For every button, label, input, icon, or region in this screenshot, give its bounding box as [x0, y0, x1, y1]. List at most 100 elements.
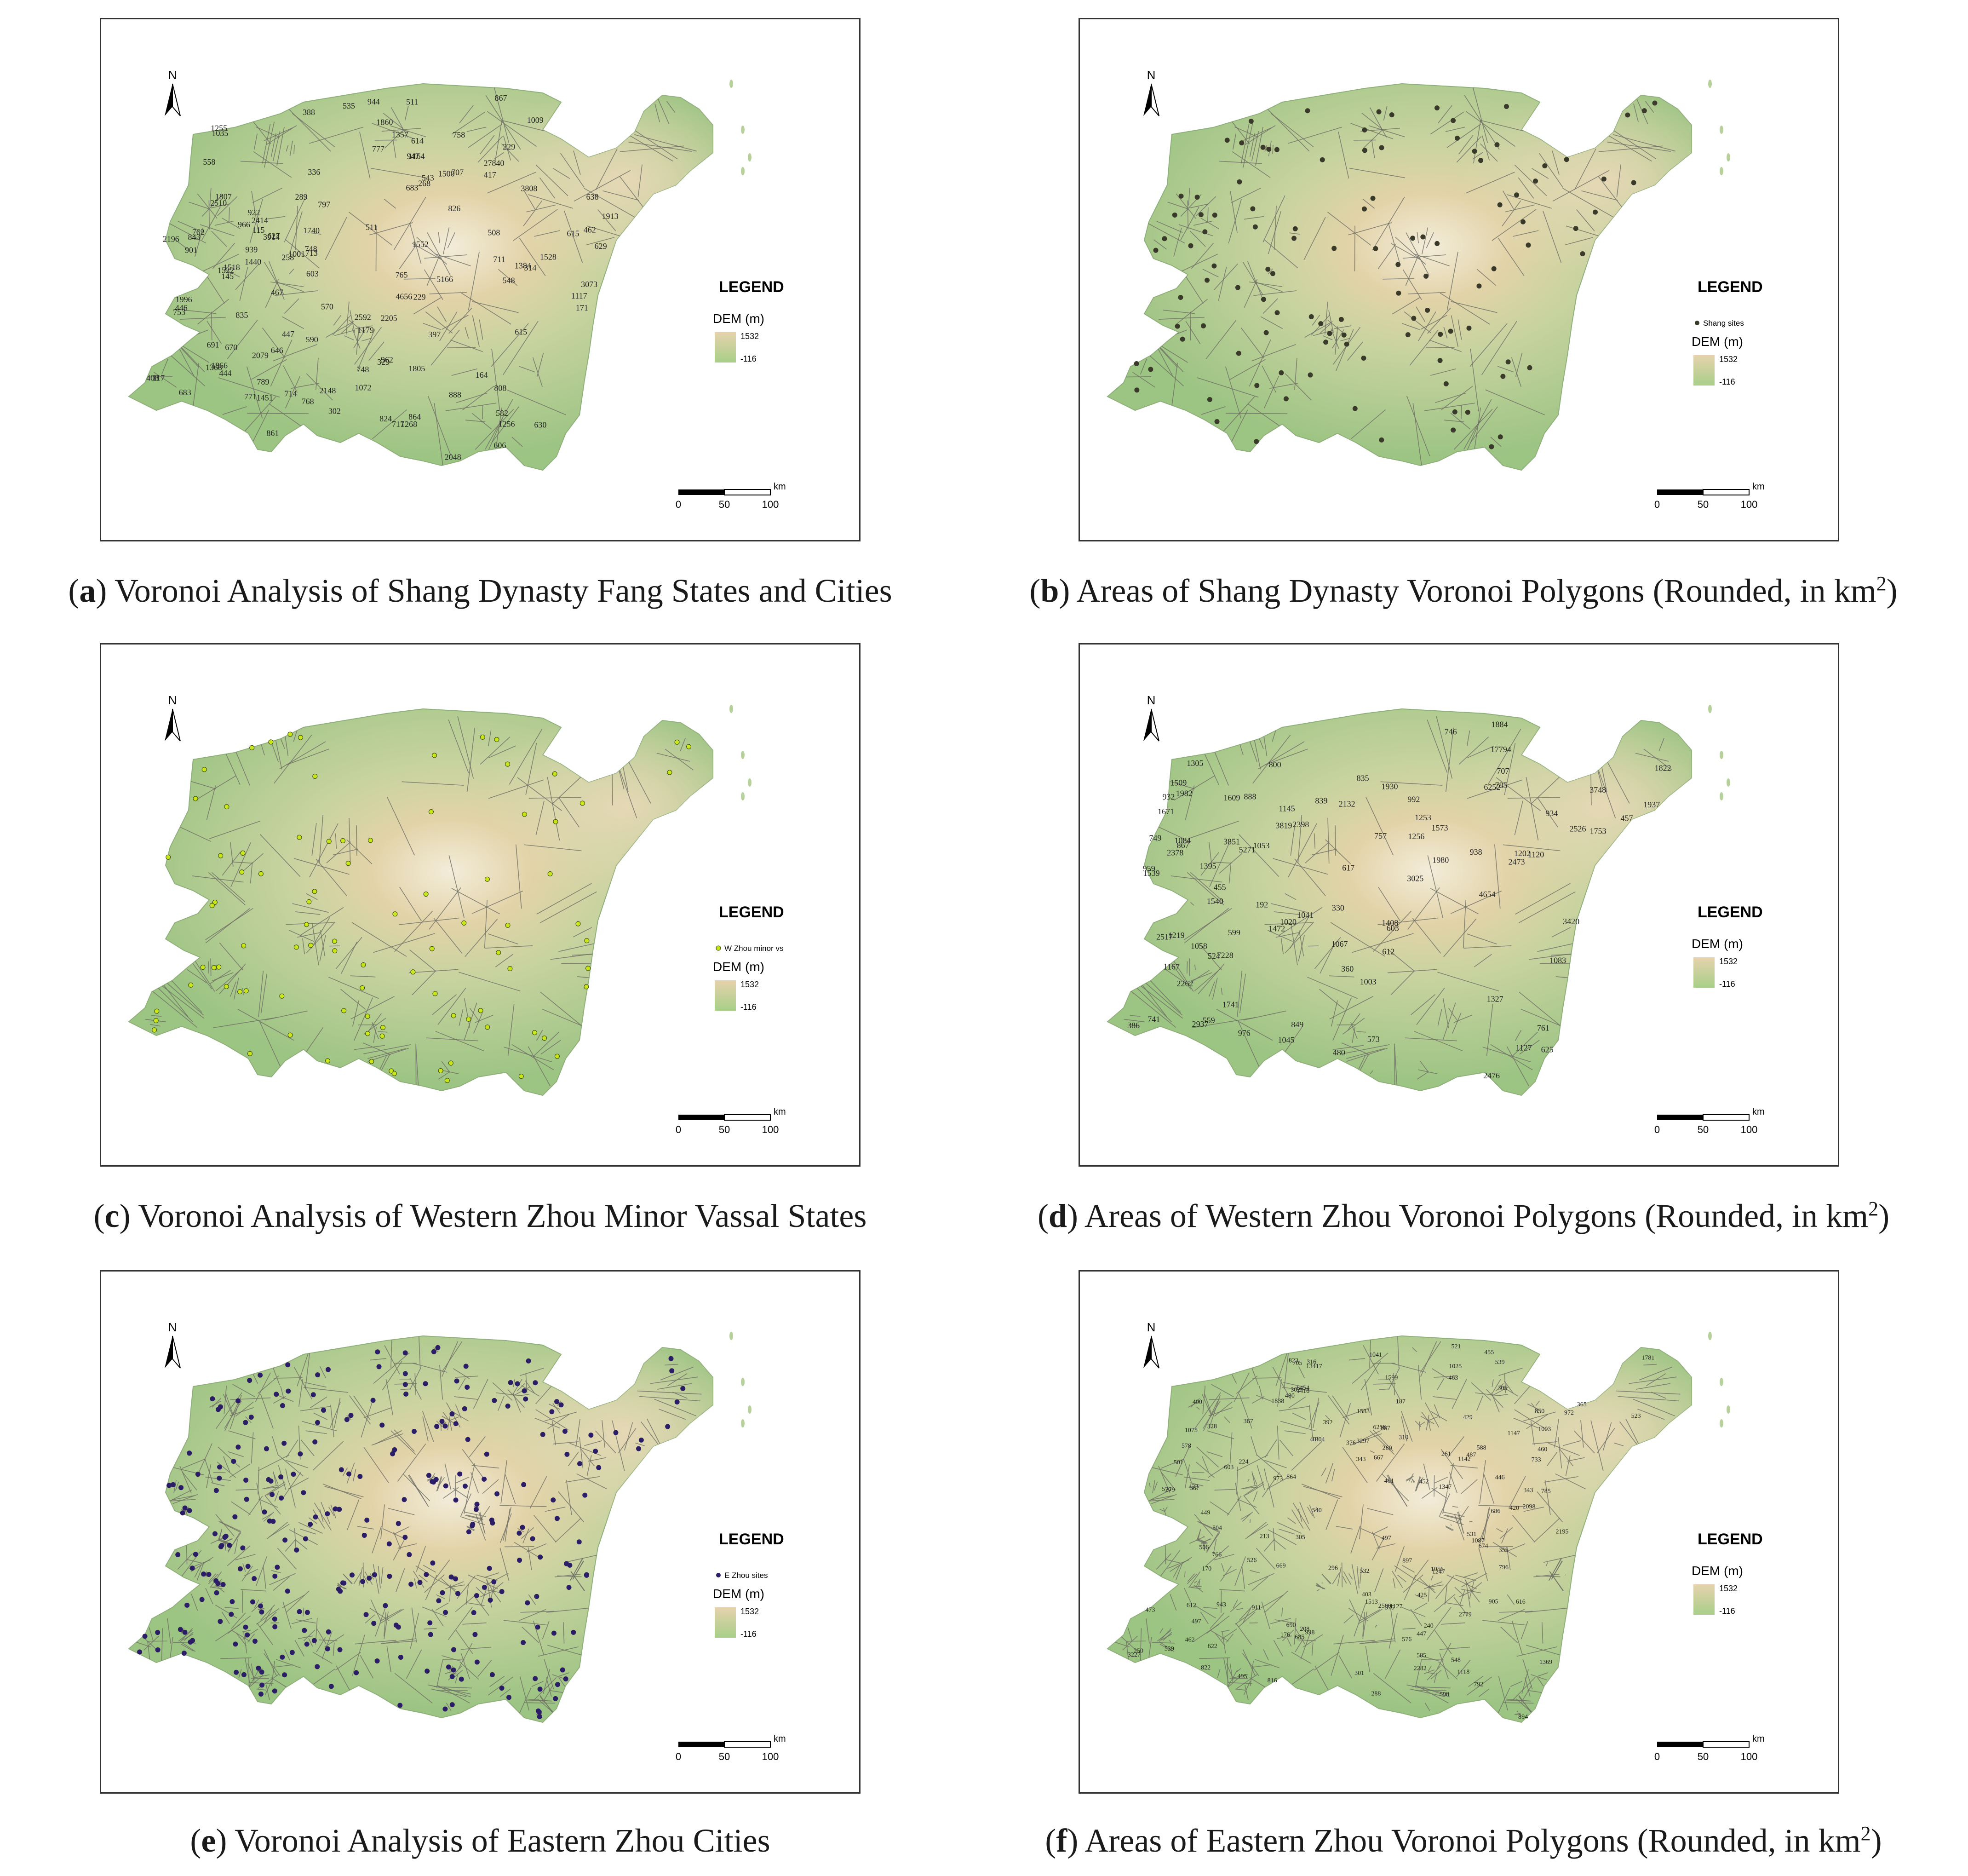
- island: [748, 153, 752, 161]
- area-label: 548: [1451, 1657, 1461, 1663]
- site-point: [1194, 195, 1200, 200]
- island: [1727, 1405, 1730, 1414]
- area-label: 1001: [288, 249, 305, 259]
- area-label: 690: [1286, 1622, 1296, 1629]
- north-label: N: [1147, 68, 1156, 82]
- site-point: [1260, 144, 1266, 150]
- site-point: [1265, 266, 1271, 272]
- area-label: 867: [1177, 840, 1189, 850]
- site-point: [457, 1471, 463, 1477]
- scale-bar: km 0 50 100: [676, 1107, 786, 1135]
- area-label: 603: [1387, 923, 1399, 932]
- map-svg: N LEGEND W Zhou minor vs DEM (m) 1532 -116 km 0…: [128, 693, 786, 1135]
- site-point: [1352, 406, 1358, 411]
- area-label: 521: [1452, 1343, 1461, 1350]
- area-label: 1003: [1538, 1426, 1551, 1433]
- site-point: [371, 1621, 377, 1626]
- island: [1720, 1419, 1723, 1427]
- site-point: [209, 903, 215, 908]
- site-point: [470, 1521, 476, 1527]
- highland-shading: [129, 709, 713, 1095]
- area-label: 1528: [540, 252, 557, 261]
- area-label: 5271: [1239, 845, 1256, 854]
- area-label: 1041: [1369, 1352, 1382, 1358]
- area-label: 2282: [1414, 1665, 1427, 1672]
- area-label: 1253: [1415, 813, 1431, 822]
- area-label: 535: [343, 101, 355, 110]
- site-point: [552, 771, 557, 777]
- area-label: 1347: [1439, 1484, 1452, 1490]
- legend: LEGEND DEM (m) 1532 -116: [713, 278, 784, 363]
- site-point: [571, 1629, 576, 1635]
- site-point: [391, 1071, 397, 1076]
- site-point: [274, 1392, 279, 1397]
- area-label: 355: [1499, 1547, 1509, 1554]
- site-point: [471, 1610, 476, 1616]
- legend: LEGEND DEM (m) 1532 -116: [1692, 903, 1763, 989]
- site-point: [1505, 359, 1511, 365]
- site-point: [234, 1669, 239, 1675]
- scale-tick: 50: [1698, 1751, 1709, 1762]
- site-point: [1373, 246, 1378, 251]
- site-point: [184, 1602, 190, 1608]
- site-point: [448, 1574, 454, 1580]
- area-label: 733: [1532, 1456, 1541, 1463]
- area-label: 598: [1440, 1691, 1449, 1698]
- site-point: [315, 1420, 320, 1425]
- site-point: [1491, 266, 1497, 271]
- highland-shading: [1107, 84, 1692, 470]
- site-point: [137, 1649, 143, 1655]
- scale-unit: km: [1752, 482, 1765, 492]
- area-label: 839: [1315, 796, 1327, 806]
- north-arrow-icon: [1143, 1335, 1159, 1369]
- area-label: 1164: [408, 152, 425, 161]
- site-point: [1254, 439, 1259, 444]
- area-label: 1167: [1163, 962, 1179, 971]
- site-point: [383, 1603, 388, 1608]
- area-label: 403: [1362, 1591, 1371, 1598]
- site-point: [1274, 147, 1279, 152]
- site-point: [142, 1634, 148, 1639]
- site-point: [459, 1676, 464, 1682]
- site-point: [199, 1597, 205, 1602]
- site-point: [224, 984, 229, 989]
- area-label: 480: [1285, 1393, 1295, 1399]
- site-point: [325, 1511, 330, 1517]
- site-point: [1573, 226, 1578, 231]
- site-point: [1514, 192, 1520, 198]
- area-label: 1035: [212, 129, 228, 138]
- site-point: [206, 1571, 212, 1577]
- site-point: [285, 1362, 291, 1368]
- site-point: [423, 892, 429, 897]
- site-point: [245, 1564, 251, 1569]
- site-point: [1134, 361, 1139, 367]
- site-point: [474, 1659, 480, 1665]
- site-point: [1212, 213, 1217, 218]
- site-point: [560, 1667, 565, 1673]
- area-label: 762: [192, 227, 205, 236]
- scale-bar: km 0 50 100: [676, 1734, 786, 1762]
- site-point: [427, 1620, 433, 1626]
- area-label: 1179: [357, 326, 373, 335]
- site-point: [439, 1419, 445, 1424]
- site-point: [1379, 145, 1384, 150]
- area-labels: 2937 3819 6252 1472 4654 2526 1671 7228 17794 153…: [1127, 719, 1671, 1080]
- area-label: 766: [1212, 1552, 1222, 1559]
- island: [1720, 1378, 1723, 1386]
- area-label: 1860: [376, 118, 393, 127]
- area-label: 3420: [1563, 917, 1579, 926]
- site-point: [297, 834, 302, 840]
- site-point: [522, 1388, 527, 1393]
- site-point: [1503, 104, 1509, 109]
- area-label: 1127: [1390, 1603, 1402, 1610]
- area-label: 1518: [224, 263, 240, 272]
- area-label: 1142: [1458, 1456, 1470, 1462]
- site-point: [432, 991, 438, 996]
- site-point: [1410, 236, 1416, 241]
- site-point: [233, 1641, 238, 1647]
- site-point: [455, 1591, 460, 1596]
- site-point: [563, 1676, 568, 1682]
- area-label: 480: [1333, 1048, 1345, 1057]
- site-point: [298, 1451, 303, 1457]
- site-point: [237, 989, 243, 995]
